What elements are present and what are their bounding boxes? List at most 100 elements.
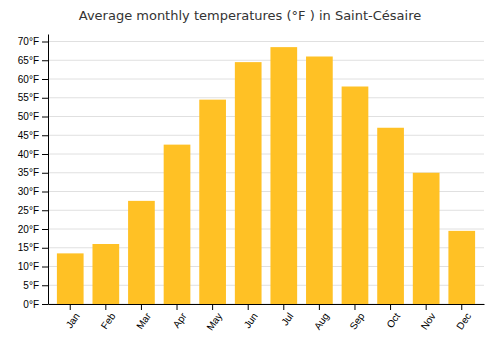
x-tick: May (204, 304, 224, 333)
grid-line (48, 116, 484, 117)
y-tick: 10°F (18, 261, 48, 272)
y-tick-label: 25°F (18, 205, 39, 216)
y-tick-label: 40°F (18, 149, 39, 160)
x-tick-label: Aug (312, 311, 331, 332)
bar (413, 173, 440, 304)
x-tick-label: Jul (279, 311, 295, 328)
x-tick-label: Dec (454, 311, 473, 332)
y-tick-label: 45°F (18, 130, 39, 141)
y-tick-label: 0°F (23, 299, 39, 310)
y-tick-label: 30°F (18, 186, 39, 197)
x-tick: Jul (279, 304, 295, 328)
x-tick: Feb (99, 304, 118, 331)
y-tick: 55°F (18, 92, 48, 103)
x-tick-mark (319, 304, 320, 310)
chart: Average monthly temperatures (°F ) in Sa… (0, 0, 500, 350)
y-tick-label: 70°F (18, 36, 39, 47)
y-tick: 35°F (18, 167, 48, 178)
y-tick: 45°F (18, 130, 48, 141)
y-tick-mark (42, 229, 48, 230)
x-tick: Dec (454, 304, 473, 332)
y-tick-label: 65°F (18, 55, 39, 66)
x-tick: Nov (419, 304, 438, 332)
bar (342, 87, 369, 305)
y-tick: 25°F (18, 205, 48, 216)
x-tick: Oct (384, 304, 402, 330)
title: Average monthly temperatures (°F ) in Sa… (79, 8, 421, 23)
x-tick: Mar (134, 304, 153, 331)
y-tick-mark (42, 248, 48, 249)
y-axis-line (48, 35, 49, 305)
y-tick: 20°F (18, 224, 48, 235)
x-tick-mark (248, 304, 249, 310)
bars (57, 47, 475, 304)
x-tick-mark (70, 304, 71, 310)
grid-line (48, 97, 484, 98)
x-tick: Jan (64, 304, 82, 330)
x-tick-label: Feb (99, 310, 118, 331)
y-tick-mark (42, 285, 48, 286)
bar (164, 145, 191, 304)
x-tick-mark (141, 304, 142, 310)
y-tick: 50°F (18, 111, 48, 122)
x-tick-label: Mar (134, 310, 153, 331)
x-tick-label: Jan (64, 311, 82, 331)
y-axis: 0°F 5°F 10°F 15°F 20°F 25°F 30°F 35°F 40°F 45°F 50… (18, 35, 49, 310)
bar (448, 231, 475, 304)
x-tick-label: Oct (384, 311, 402, 330)
x-tick-mark (354, 304, 355, 310)
x-axis-line (49, 304, 485, 305)
grid (48, 42, 484, 305)
grid-line (48, 154, 484, 155)
x-tick-mark (212, 304, 213, 310)
y-tick-mark (42, 210, 48, 211)
y-tick-label: 20°F (18, 224, 39, 235)
x-tick-label: Sep (347, 310, 366, 331)
y-tick-label: 15°F (18, 242, 39, 253)
y-tick-mark (42, 42, 48, 43)
y-tick-label: 5°F (23, 280, 39, 291)
x-tick-mark (177, 304, 178, 310)
y-tick-mark (42, 98, 48, 99)
x-tick-label: Jun (242, 311, 260, 331)
bar (92, 244, 119, 304)
x-tick-mark (426, 304, 427, 310)
y-tick-mark (42, 304, 48, 305)
x-tick-mark (461, 304, 462, 310)
x-tick-mark (283, 304, 284, 310)
y-tick-mark (42, 60, 48, 61)
bar (57, 253, 84, 304)
y-tick-label: 50°F (18, 111, 39, 122)
y-tick-mark (42, 192, 48, 193)
y-tick-mark (42, 154, 48, 155)
bar (306, 57, 333, 305)
y-tick: 60°F (18, 74, 48, 85)
x-axis: Jan Feb Mar Apr May Jun Jul Aug Sep Oct Nov Dec (49, 304, 485, 333)
y-tick-label: 35°F (18, 167, 39, 178)
x-tick-label: Nov (419, 311, 438, 332)
grid-line (48, 60, 484, 61)
y-tick: 30°F (18, 186, 48, 197)
y-tick: 0°F (23, 299, 48, 310)
bar (235, 62, 262, 304)
x-tick-mark (390, 304, 391, 310)
y-tick: 70°F (18, 36, 48, 47)
y-tick: 40°F (18, 149, 48, 160)
x-tick-label: May (204, 311, 224, 333)
x-tick-mark (105, 304, 106, 310)
y-tick: 15°F (18, 242, 48, 253)
y-tick-mark (42, 117, 48, 118)
y-tick-mark (42, 173, 48, 174)
y-tick: 5°F (23, 280, 48, 291)
x-tick: Apr (171, 304, 189, 330)
y-tick-mark (42, 135, 48, 136)
x-tick: Aug (312, 304, 331, 332)
bar (199, 100, 226, 304)
grid-line (48, 135, 484, 136)
y-tick-label: 60°F (18, 74, 39, 85)
y-tick-mark (42, 79, 48, 80)
y-tick-label: 55°F (18, 92, 39, 103)
grid-line (48, 79, 484, 80)
y-tick: 65°F (18, 55, 48, 66)
bar (270, 47, 297, 304)
